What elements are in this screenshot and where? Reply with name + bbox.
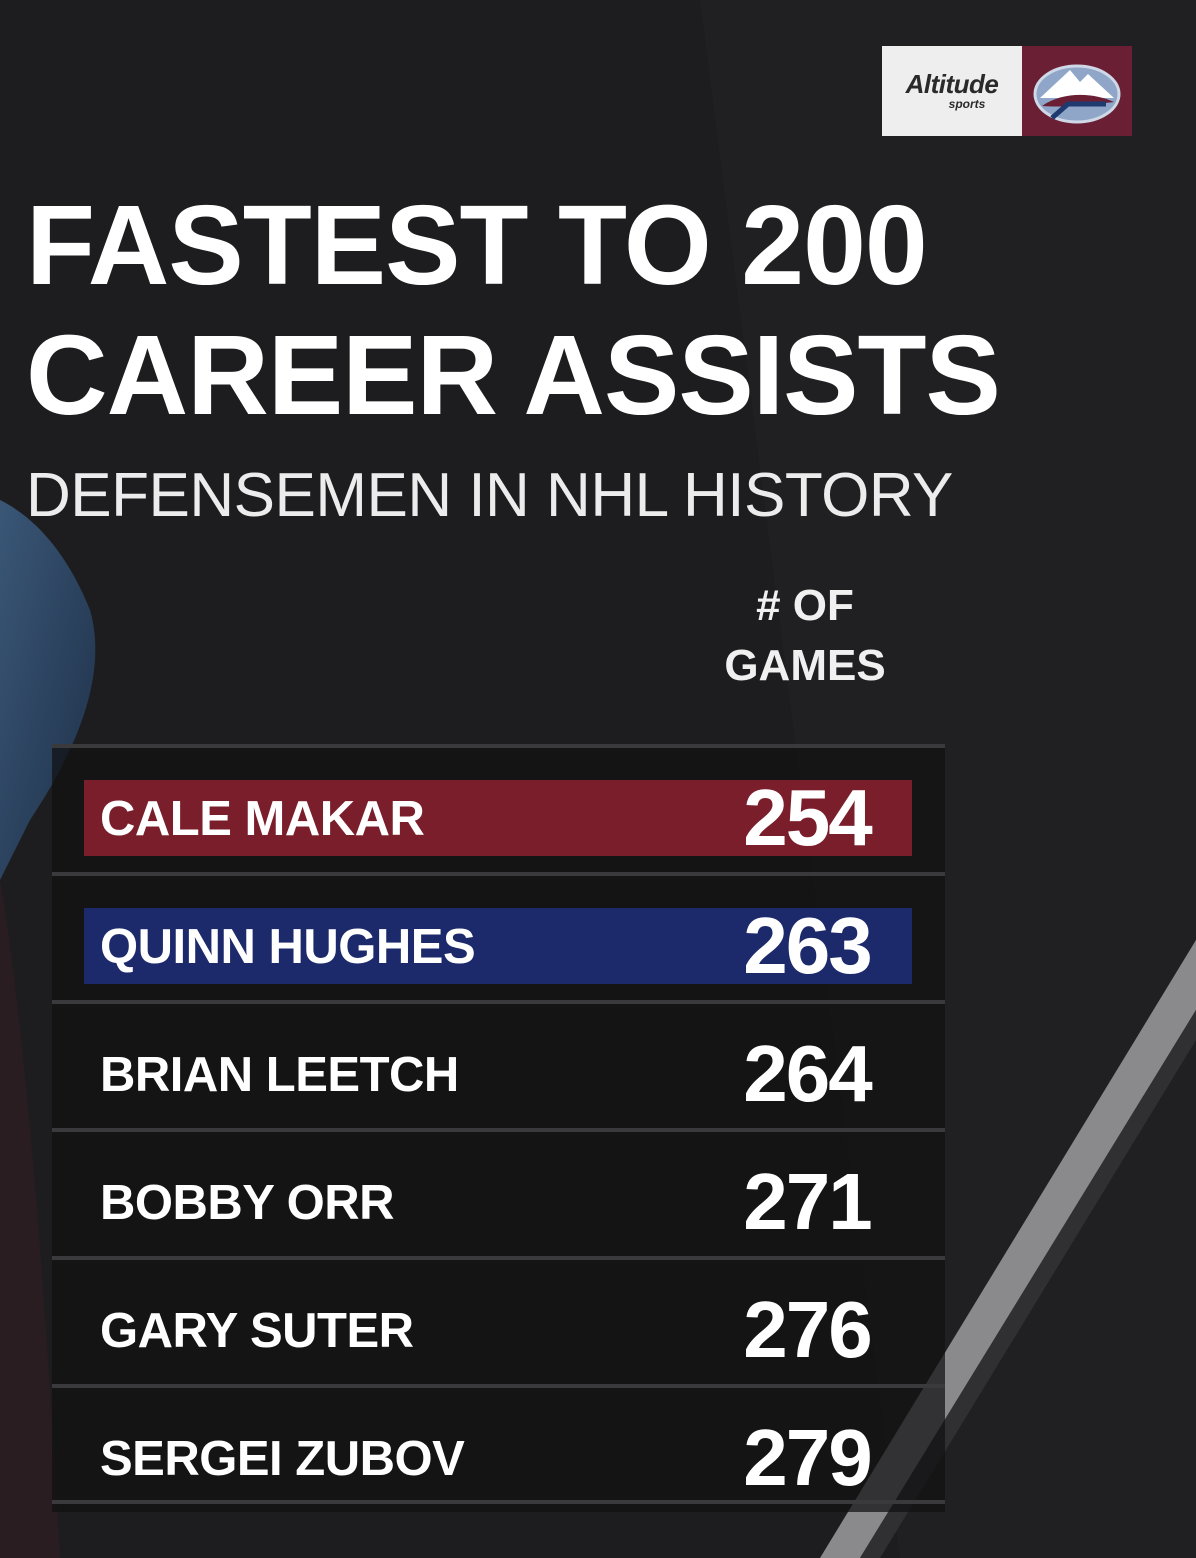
broadcaster-logo: Altitude sports xyxy=(882,46,1132,136)
table-row: QUINN HUGHES 263 xyxy=(52,872,945,1000)
player-name: GARY SUTER xyxy=(100,1304,414,1358)
column-header-line-2: GAMES xyxy=(724,641,886,690)
altitude-sports-logo: Altitude sports xyxy=(882,46,1022,136)
table-bottom-divider xyxy=(52,1500,945,1504)
games-value: 276 xyxy=(743,1285,872,1374)
avalanche-logo-icon xyxy=(1022,46,1132,136)
table-row: BRIAN LEETCH 264 xyxy=(52,1000,945,1128)
table-row: CALE MAKAR 254 xyxy=(52,744,945,872)
player-name: BOBBY ORR xyxy=(100,1176,395,1230)
row-highlight xyxy=(84,908,912,984)
title-line-2: CAREER ASSISTS xyxy=(26,312,1001,438)
player-silhouette xyxy=(0,500,96,880)
games-value: 279 xyxy=(743,1413,872,1502)
games-column-header: # OF GAMES xyxy=(680,576,930,696)
subtitle: DEFENSEMEN IN NHL HISTORY xyxy=(26,461,953,530)
player-name: QUINN HUGHES xyxy=(100,920,476,974)
player-name: SERGEI ZUBOV xyxy=(100,1432,465,1486)
player-name: BRIAN LEETCH xyxy=(100,1048,459,1102)
table-row: BOBBY ORR 271 xyxy=(52,1128,945,1256)
row-highlight xyxy=(84,780,912,856)
table-row: GARY SUTER 276 xyxy=(52,1256,945,1384)
altitude-wordmark: Altitude xyxy=(905,69,999,99)
games-value: 271 xyxy=(743,1157,872,1246)
page-title: FASTEST TO 200 CAREER ASSISTS xyxy=(26,180,1001,440)
column-header-line-1: # OF xyxy=(756,581,854,630)
games-value: 263 xyxy=(743,901,872,990)
player-name: CALE MAKAR xyxy=(100,792,425,846)
title-line-1: FASTEST TO 200 xyxy=(26,182,928,308)
sports-wordmark: sports xyxy=(948,97,986,111)
table-row: SERGEI ZUBOV 279 xyxy=(52,1384,945,1512)
games-value: 254 xyxy=(743,773,872,862)
games-value: 264 xyxy=(743,1029,872,1118)
